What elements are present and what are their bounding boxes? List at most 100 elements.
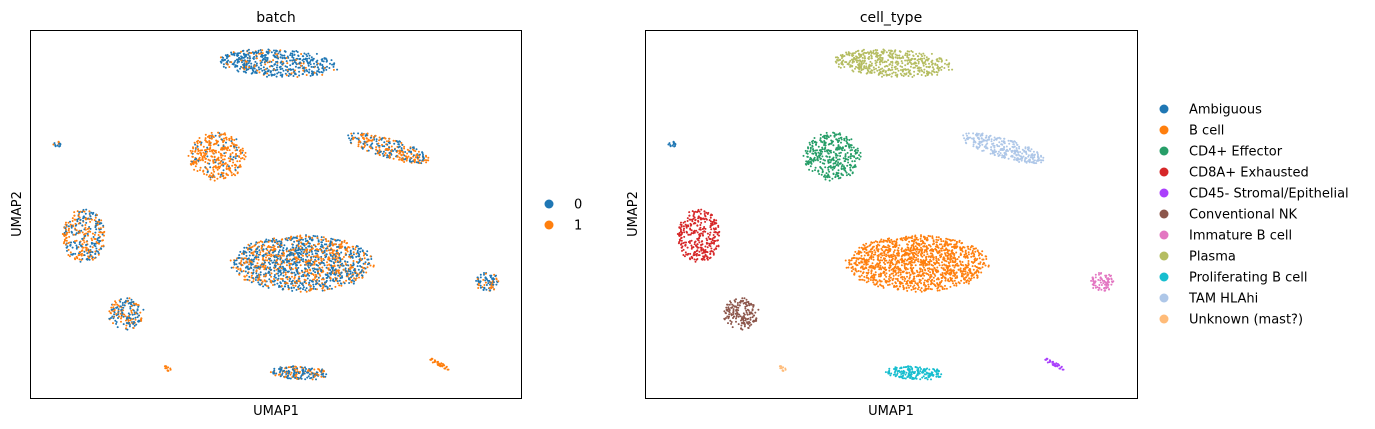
point — [120, 317, 122, 320]
point — [919, 237, 922, 240]
point — [348, 255, 350, 258]
point — [286, 258, 289, 261]
point — [317, 270, 320, 273]
point — [273, 74, 276, 76]
point — [245, 63, 248, 66]
point — [477, 287, 480, 289]
point — [85, 217, 88, 220]
point — [493, 288, 495, 291]
point — [292, 236, 295, 239]
point — [78, 258, 81, 261]
point — [117, 308, 120, 311]
point — [248, 59, 251, 62]
point — [274, 248, 276, 251]
point — [269, 60, 271, 63]
point — [75, 247, 78, 250]
point — [265, 256, 267, 259]
point — [261, 56, 264, 58]
point — [302, 69, 305, 72]
point — [247, 68, 250, 71]
point — [136, 308, 139, 311]
point — [902, 284, 905, 287]
point — [219, 176, 222, 179]
point — [225, 62, 228, 65]
point — [384, 152, 387, 155]
point — [301, 370, 304, 373]
point — [53, 142, 56, 145]
point — [390, 145, 393, 148]
point — [943, 287, 946, 290]
point — [214, 165, 217, 168]
point — [332, 65, 335, 68]
point — [252, 280, 255, 283]
point — [479, 280, 482, 283]
point — [90, 218, 93, 221]
point — [208, 175, 210, 178]
point — [956, 245, 959, 248]
point — [872, 281, 875, 284]
point — [352, 262, 355, 265]
point — [871, 69, 874, 72]
point — [222, 141, 225, 144]
point — [955, 271, 958, 274]
point — [945, 287, 948, 290]
point — [222, 63, 225, 66]
point — [82, 215, 85, 218]
point — [73, 214, 76, 217]
point — [398, 152, 401, 155]
point — [437, 360, 439, 363]
point — [369, 264, 372, 267]
point — [137, 305, 140, 308]
point — [194, 165, 197, 168]
point — [840, 57, 843, 60]
point — [91, 232, 94, 235]
point — [305, 243, 308, 246]
point — [301, 282, 304, 285]
point — [865, 62, 868, 65]
point — [289, 54, 292, 57]
point — [891, 50, 893, 52]
point — [291, 59, 294, 62]
point — [307, 368, 310, 371]
point — [222, 164, 225, 167]
point — [870, 72, 873, 74]
point — [357, 145, 360, 148]
point — [302, 286, 305, 289]
point — [251, 251, 254, 254]
point — [903, 280, 906, 282]
point — [375, 148, 378, 151]
point — [293, 277, 296, 280]
point — [919, 57, 922, 60]
point — [218, 162, 221, 165]
point — [331, 267, 334, 270]
point — [352, 253, 355, 256]
point — [956, 258, 959, 261]
point — [83, 241, 86, 244]
point — [870, 270, 873, 273]
point — [288, 254, 291, 257]
point — [489, 289, 491, 292]
point — [872, 66, 875, 69]
point — [280, 277, 282, 280]
point — [220, 154, 222, 157]
point — [882, 267, 885, 270]
point — [932, 70, 935, 73]
point — [349, 139, 352, 142]
point — [975, 274, 978, 277]
point — [62, 242, 65, 245]
point — [966, 279, 969, 282]
point — [331, 268, 334, 271]
point — [946, 63, 949, 66]
point — [356, 251, 359, 254]
point — [80, 250, 83, 253]
point — [85, 243, 88, 246]
point — [322, 270, 325, 273]
point — [970, 274, 973, 277]
point — [303, 271, 306, 274]
point — [108, 310, 111, 313]
point — [323, 243, 326, 246]
point — [285, 367, 288, 370]
point — [339, 245, 342, 248]
point — [953, 279, 956, 282]
point — [320, 375, 323, 378]
